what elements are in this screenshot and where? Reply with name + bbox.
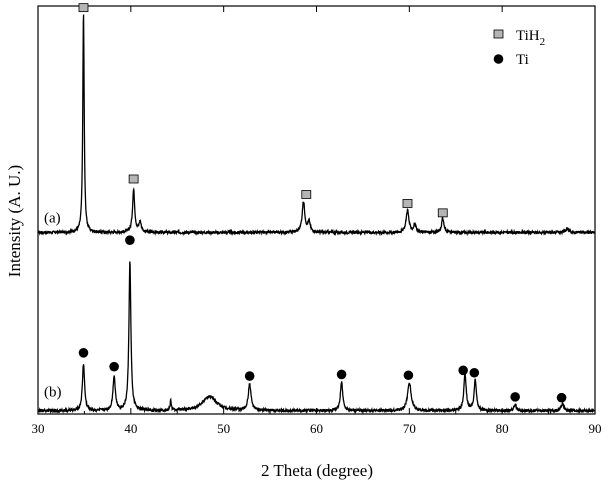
x-tick-label: 80 [496,421,509,436]
plot-border [37,5,596,415]
trace-label-0: (a) [44,210,61,226]
ti-circle-marker [469,367,480,378]
trace-line-1 [37,261,595,415]
legend-circle-icon [493,54,504,64]
x-tick-label: 90 [589,421,602,436]
ti-circle-marker [244,371,255,381]
ti-circle-marker [556,392,567,403]
legend-label-tih2: TiH2 [516,28,545,48]
x-tick-label: 50 [217,421,230,436]
ti-circle-marker [458,365,468,376]
tih2-square-marker [78,3,89,13]
ti-circle-marker [336,369,347,380]
tih2-square-marker [128,174,139,184]
trace-label-1: (b) [44,385,62,401]
ti-circle-marker [403,370,414,381]
ti-circle-marker [510,392,520,402]
legend-label-tih2-main: TiH [516,28,540,44]
y-axis-title: Intensity (A. U.) [5,165,24,277]
legend-label-tih2-subscript: 2 [540,36,546,48]
legend-square-icon [493,29,504,39]
tih2-square-marker [437,208,448,218]
ti-circle-marker [78,348,89,358]
x-tick-label: 60 [310,421,323,436]
traces: (a) (b) [37,14,595,415]
x-tick-label: 40 [124,421,137,436]
tih2-square-marker [402,199,413,208]
x-tick-label: 70 [403,421,416,436]
trace-line-0 [38,14,595,237]
plot-frame [37,5,596,415]
x-axis-ticks: 30 40 50 60 70 80 90 [32,6,602,436]
ti-circle-marker [125,235,135,245]
tih2-square-marker [301,190,312,199]
ti-circle-marker [109,361,119,372]
legend-label-ti: Ti [516,52,529,68]
x-tick-label: 30 [32,421,45,436]
legend: TiH2 Ti [493,28,545,68]
peak-markers [78,3,567,403]
x-axis-title: 2 Theta (degree) [261,461,373,480]
